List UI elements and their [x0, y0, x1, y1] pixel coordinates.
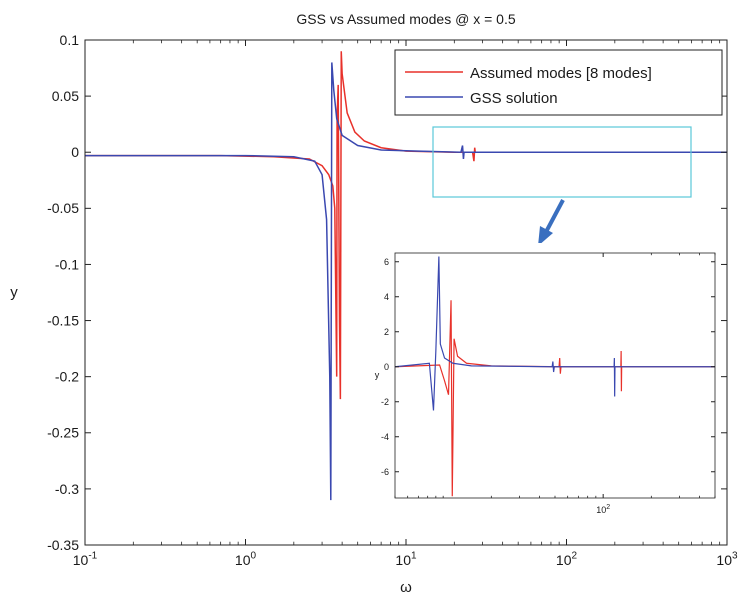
- main-x-tick-label: 100: [235, 551, 257, 568]
- inset-series-line-gss-solution: [394, 256, 715, 411]
- zoom-region-highlight: [432, 126, 692, 198]
- zoom-arrow-shaft: [544, 199, 565, 233]
- main-x-tick-label: 103: [716, 551, 738, 568]
- inset-y-tick-label: 0: [384, 362, 389, 372]
- inset-y-tick-label: 2: [384, 327, 389, 337]
- main-y-ticks: 0.1 0.05 0 -0.05 -0.1 -0.15 -0.2 -0.25 -0.3 -0.35: [47, 32, 727, 553]
- main-y-tick-label: 0.1: [60, 32, 80, 48]
- main-y-tick-label: -0.2: [55, 369, 79, 385]
- zoom-arrow-icon: [538, 199, 565, 246]
- main-x-ticks: 10-1 100 101 102 103: [73, 40, 738, 568]
- main-chart-title: GSS vs Assumed modes @ x = 0.5: [296, 11, 515, 27]
- inset-y-tick-label: -4: [381, 432, 389, 442]
- main-x-tick-label: 102: [556, 551, 578, 568]
- inset-y-ticks: 6 4 2 0 -2 -4 -6: [381, 257, 715, 477]
- zoom-arrow-head: [538, 226, 553, 246]
- main-series-line-assumed-modes: [85, 51, 727, 400]
- inset-series-group: [394, 256, 715, 497]
- legend-box: [394, 49, 723, 116]
- main-y-tick-label: 0.05: [52, 88, 79, 104]
- inset-x-ticks: 102: [394, 253, 716, 515]
- main-series-line-gss-solution: [85, 62, 727, 501]
- legend-label-assumed-modes: Assumed modes [8 modes]: [470, 65, 652, 82]
- inset-background: [370, 243, 721, 524]
- main-x-axis-label: ω: [400, 579, 412, 596]
- inset-y-tick-label: -6: [381, 467, 389, 477]
- main-y-tick-label: -0.1: [55, 256, 79, 272]
- main-y-tick-label: -0.05: [47, 200, 79, 216]
- main-plot: GSS vs Assumed modes @ x = 0.5 10-1 100 10…: [10, 11, 738, 596]
- main-y-tick-label: -0.35: [47, 537, 79, 553]
- legend-label-gss-solution: GSS solution: [470, 90, 558, 107]
- inset-y-tick-label: 4: [384, 292, 389, 302]
- main-series-group: [85, 51, 727, 501]
- inset-y-tick-label: -2: [381, 397, 389, 407]
- main-y-tick-label: -0.15: [47, 312, 79, 328]
- inset-x-tick-label: 102: [596, 504, 610, 515]
- main-x-tick-label: 101: [395, 551, 417, 568]
- main-y-tick-label: -0.3: [55, 481, 79, 497]
- main-y-tick-label: 0: [71, 144, 79, 160]
- inset-plot: 102 6 4 2 0 -2 -4 -6 y: [370, 243, 721, 524]
- inset-y-axis-label: y: [375, 370, 380, 380]
- main-y-tick-label: -0.25: [47, 425, 79, 441]
- main-y-axis-label: y: [10, 284, 18, 301]
- main-x-tick-label: 10-1: [73, 551, 98, 568]
- inset-y-tick-label: 6: [384, 257, 389, 267]
- legend: Assumed modes [8 modes] GSS solution: [394, 49, 723, 116]
